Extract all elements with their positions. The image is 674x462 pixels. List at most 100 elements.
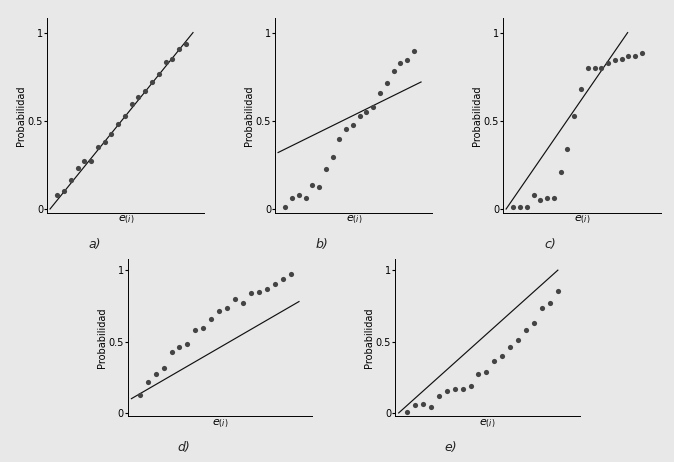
Point — [341, 125, 352, 132]
Y-axis label: Probabilidad: Probabilidad — [472, 85, 483, 146]
Point — [113, 120, 123, 128]
Point — [542, 194, 553, 201]
Point — [473, 371, 484, 378]
Point — [545, 299, 555, 306]
Point — [52, 191, 63, 198]
Point — [497, 353, 508, 360]
Point — [616, 55, 627, 62]
Text: d): d) — [177, 441, 189, 454]
Point — [513, 336, 524, 344]
Point — [174, 45, 185, 53]
Point — [425, 404, 436, 411]
Point — [237, 299, 248, 307]
Point — [140, 87, 150, 95]
Point — [158, 364, 169, 371]
Point — [603, 59, 613, 67]
Point — [582, 65, 593, 72]
Point — [408, 48, 419, 55]
Point — [142, 378, 153, 386]
X-axis label: $e_{(i)}$: $e_{(i)}$ — [574, 214, 590, 226]
Point — [328, 153, 338, 161]
Point — [277, 275, 288, 283]
Point — [623, 52, 634, 60]
Point — [262, 285, 272, 292]
Point — [553, 287, 563, 295]
Point — [549, 194, 559, 201]
Point — [280, 204, 290, 211]
Text: c): c) — [545, 238, 556, 251]
Text: e): e) — [444, 441, 457, 454]
Point — [86, 158, 96, 165]
Point — [489, 357, 499, 365]
Point — [190, 326, 201, 334]
Point — [119, 112, 130, 120]
Point — [348, 121, 359, 128]
Point — [433, 392, 444, 400]
Point — [521, 327, 532, 334]
Point — [562, 146, 573, 153]
Point — [402, 408, 412, 415]
Point — [286, 195, 297, 202]
Point — [522, 203, 532, 211]
Point — [174, 343, 185, 351]
Point — [609, 56, 620, 63]
Text: a): a) — [88, 238, 100, 251]
Point — [535, 196, 546, 203]
Point — [293, 191, 304, 199]
X-axis label: $e_{(i)}$: $e_{(i)}$ — [479, 417, 495, 430]
Point — [515, 204, 526, 211]
Point — [465, 382, 476, 389]
Point — [270, 280, 280, 288]
Y-axis label: Probabilidad: Probabilidad — [365, 307, 374, 367]
Point — [134, 391, 145, 398]
Point — [79, 157, 90, 164]
Point — [528, 192, 539, 199]
Point — [630, 53, 640, 60]
Y-axis label: Probabilidad: Probabilidad — [97, 307, 107, 367]
Point — [320, 165, 331, 173]
Point — [126, 100, 137, 107]
Point — [508, 204, 519, 211]
Point — [457, 385, 468, 392]
Point — [334, 135, 345, 142]
Point — [395, 59, 406, 67]
Point — [72, 164, 83, 172]
Point — [245, 289, 256, 297]
Point — [92, 143, 103, 151]
Point — [537, 304, 547, 312]
Point — [206, 316, 216, 323]
Point — [596, 65, 607, 72]
Point — [167, 55, 178, 62]
Point — [441, 388, 452, 395]
Point — [555, 168, 566, 176]
Point — [106, 130, 117, 137]
Point — [198, 325, 209, 332]
Point — [222, 304, 233, 312]
Point — [417, 401, 428, 408]
Point — [133, 94, 144, 101]
Point — [505, 343, 516, 350]
Point — [307, 181, 317, 188]
Point — [402, 56, 412, 64]
X-axis label: $e_{(i)}$: $e_{(i)}$ — [212, 417, 228, 430]
Point — [300, 194, 311, 201]
Point — [381, 79, 392, 87]
Point — [528, 319, 539, 327]
Point — [99, 139, 110, 146]
Point — [65, 176, 76, 184]
Point — [313, 183, 324, 190]
Point — [355, 112, 365, 120]
Point — [285, 271, 296, 278]
Point — [150, 370, 161, 377]
Point — [388, 67, 399, 75]
Point — [361, 108, 372, 116]
Point — [410, 401, 421, 408]
Point — [368, 103, 379, 111]
X-axis label: $e_{(i)}$: $e_{(i)}$ — [346, 214, 362, 226]
Point — [636, 50, 647, 57]
Text: b): b) — [316, 238, 329, 251]
Point — [576, 85, 586, 92]
Point — [154, 70, 164, 78]
Point — [375, 90, 386, 97]
Point — [59, 187, 69, 194]
